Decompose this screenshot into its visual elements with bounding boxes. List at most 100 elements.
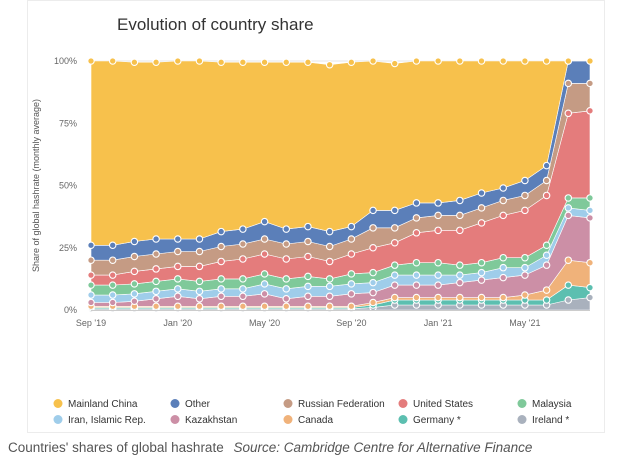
point-other <box>325 227 334 236</box>
point-malaysia <box>325 275 334 283</box>
legend-item-mainland-china: Mainland China <box>53 399 138 410</box>
point-russian-federation <box>239 240 247 248</box>
y-tick-label: 0% <box>64 305 77 315</box>
y-tick-label: 100% <box>54 56 77 66</box>
point-mainland-china <box>456 57 464 65</box>
point-canada <box>499 293 507 302</box>
point-canada <box>260 302 269 311</box>
point-russian-federation <box>260 235 269 243</box>
point-other <box>108 241 117 250</box>
legend-label: Other <box>185 399 211 410</box>
point-russian-federation <box>325 242 334 251</box>
point-malaysia <box>217 275 225 283</box>
point-other <box>174 235 182 243</box>
legend-item-canada: Canada <box>283 415 333 426</box>
point-iran-islamic-rep <box>87 291 95 299</box>
chart-title: Evolution of country share <box>117 15 314 34</box>
point-mainland-china <box>347 58 356 66</box>
point-canada <box>412 293 421 302</box>
point-kazakhstan <box>456 278 464 287</box>
point-other <box>87 241 95 250</box>
point-mainland-china <box>499 57 507 65</box>
x-tick-label: May '21 <box>509 318 540 328</box>
point-united-states <box>477 219 486 227</box>
point-canada <box>434 293 442 302</box>
figure-caption: Countries' shares of global hashrate Sou… <box>8 440 532 455</box>
point-canada <box>304 302 312 311</box>
point-malaysia <box>434 258 442 267</box>
point-russian-federation <box>499 196 507 205</box>
x-tick-label: Jan '20 <box>163 318 192 328</box>
point-other <box>217 227 225 236</box>
point-mainland-china <box>521 57 529 65</box>
point-united-states <box>564 109 573 118</box>
legend-item-kazakhstan: Kazakhstan <box>170 415 237 426</box>
legend-label: Germany * <box>413 415 461 426</box>
point-united-states <box>521 206 529 215</box>
point-germany <box>542 296 551 304</box>
point-mainland-china <box>130 58 139 66</box>
point-iran-islamic-rep <box>130 290 139 298</box>
legend-marker <box>53 415 63 424</box>
point-iran-islamic-rep <box>195 287 204 296</box>
point-malaysia <box>521 253 529 262</box>
point-iran-islamic-rep <box>412 271 421 279</box>
legend-label: Kazakhstan <box>185 415 237 426</box>
point-kazakhstan <box>239 292 247 301</box>
point-malaysia <box>239 275 247 283</box>
point-other <box>477 189 486 197</box>
x-tick-label: Sep '20 <box>336 318 366 328</box>
point-other <box>521 176 529 185</box>
legend-marker <box>398 399 408 408</box>
legend-item-other: Other <box>170 399 211 410</box>
point-mainland-china <box>152 58 160 66</box>
point-mainland-china <box>564 57 573 65</box>
point-malaysia <box>499 253 507 262</box>
point-malaysia <box>304 272 312 281</box>
point-iran-islamic-rep <box>152 287 160 296</box>
point-russian-federation <box>412 214 421 222</box>
point-united-states <box>152 265 160 273</box>
point-other <box>260 217 269 226</box>
point-malaysia <box>152 277 160 286</box>
point-mainland-china <box>174 57 182 65</box>
legend-item-germany: Germany * <box>398 415 461 426</box>
point-kazakhstan <box>87 298 95 307</box>
caption-source: Source: Cambridge Centre for Alternative… <box>233 440 533 455</box>
point-kazakhstan <box>499 273 507 282</box>
point-iran-islamic-rep <box>564 204 573 212</box>
point-mainland-china <box>282 58 291 66</box>
point-mainland-china <box>542 57 551 65</box>
legend-label: United States <box>413 399 473 410</box>
point-malaysia <box>87 281 95 289</box>
point-malaysia <box>456 261 464 269</box>
legend-label: Iran, Islamic Rep. <box>68 415 146 426</box>
point-russian-federation <box>282 240 291 248</box>
point-other <box>434 199 442 207</box>
point-malaysia <box>282 275 291 283</box>
point-malaysia <box>412 258 421 267</box>
point-kazakhstan <box>260 290 269 298</box>
point-united-states <box>586 107 594 115</box>
point-germany <box>564 281 573 289</box>
point-mainland-china <box>434 57 442 65</box>
chart-card: Evolution of country share 0% 25% 50% 75% 10… <box>27 0 605 433</box>
legend-label: Canada <box>298 415 333 426</box>
x-tick-label: May '20 <box>249 318 280 328</box>
point-other <box>304 222 312 231</box>
point-canada <box>456 293 464 302</box>
x-tick-label: Jan '21 <box>424 318 453 328</box>
point-russian-federation <box>456 211 464 220</box>
point-iran-islamic-rep <box>542 251 551 259</box>
point-mainland-china <box>239 58 247 66</box>
point-kazakhstan <box>542 261 551 269</box>
point-kazakhstan <box>195 295 204 303</box>
point-kazakhstan <box>108 298 117 307</box>
point-mainland-china <box>217 58 225 66</box>
point-iran-islamic-rep <box>304 282 312 291</box>
point-malaysia <box>174 275 182 283</box>
point-iran-islamic-rep <box>174 285 182 293</box>
point-canada <box>195 302 204 311</box>
point-malaysia <box>130 280 139 288</box>
legend-label: Russian Federation <box>298 399 385 410</box>
